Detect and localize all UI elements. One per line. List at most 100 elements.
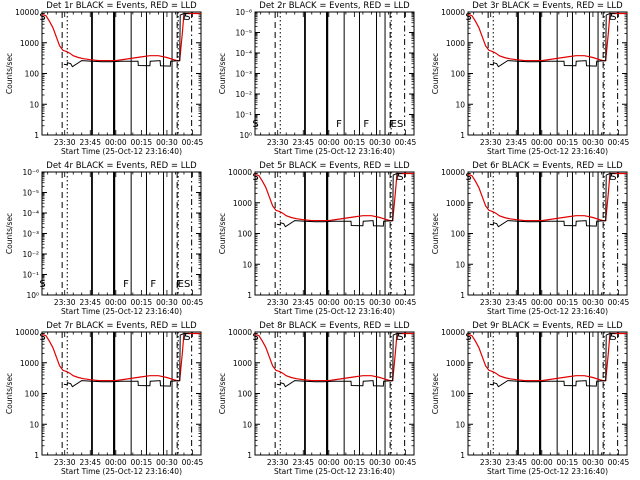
panel-title: Det 3r BLACK = Events, RED = LLD xyxy=(472,1,623,11)
x-tick-label: 00:45 xyxy=(395,458,417,467)
x-tick-label: 00:45 xyxy=(608,298,630,307)
y-tick-label: 10 xyxy=(455,420,465,429)
x-tick-label: 00:30 xyxy=(582,298,604,307)
x-tick-label: 00:00 xyxy=(531,458,553,467)
event-flag-label: S xyxy=(610,12,616,23)
x-axis-label: Start Time (25-Oct-12 23:16:40) xyxy=(274,147,395,156)
event-flag-label: F xyxy=(609,332,615,343)
y-tick-label: 100 xyxy=(451,70,466,79)
x-tick-label: 00:00 xyxy=(105,138,127,147)
x-tick-label: 00:00 xyxy=(531,138,553,147)
event-flag-label: S xyxy=(184,332,190,343)
detector-panel: Det 1r BLACK = Events, RED = LLD 1 10 100 10… xyxy=(5,1,204,156)
x-axis-label: Start Time (25-Oct-12 23:16:40) xyxy=(61,307,182,316)
x-tick-label: 00:15 xyxy=(557,458,579,467)
x-tick-label: 23:30 xyxy=(54,298,76,307)
event-flag-label: S xyxy=(252,119,258,130)
event-flag-label: S xyxy=(39,12,45,23)
event-flag-label: F xyxy=(183,332,189,343)
x-tick-label: 00:00 xyxy=(105,458,127,467)
events-series-line xyxy=(63,333,185,388)
x-tick-label: 00:15 xyxy=(557,138,579,147)
y-axis-label: Counts/sec xyxy=(5,53,14,94)
y-axis-label: Counts/sec xyxy=(218,53,227,94)
events-series-line xyxy=(489,13,611,68)
detector-panel: Det 9r BLACK = Events, RED = LLD 1 10 100 10… xyxy=(431,321,630,476)
y-tick-label: 10000 xyxy=(228,168,252,177)
lld-series-line xyxy=(254,172,414,222)
y-tick-label: 1000 xyxy=(233,359,252,368)
events-series-line xyxy=(489,333,611,388)
y-tick-label: 1 xyxy=(247,291,252,300)
x-tick-label: 23:30 xyxy=(480,298,502,307)
x-tick-label: 00:15 xyxy=(131,458,153,467)
x-tick-label: 23:30 xyxy=(54,138,76,147)
event-flag-label: S xyxy=(610,332,616,343)
lld-series-line xyxy=(467,172,627,222)
y-tick-label: 1 xyxy=(247,451,252,460)
x-tick-label: 00:45 xyxy=(182,458,204,467)
y-tick-label: 10⁻⁶ xyxy=(22,168,39,177)
events-series-line xyxy=(276,333,398,388)
panel-title: Det 7r BLACK = Events, RED = LLD xyxy=(46,321,197,331)
y-tick-label: 1000 xyxy=(20,39,39,48)
x-tick-label: 23:45 xyxy=(505,298,527,307)
lld-series-line xyxy=(41,332,201,382)
x-axis-label: Start Time (25-Oct-12 23:16:40) xyxy=(61,467,182,476)
y-tick-label: 10 xyxy=(29,420,39,429)
y-tick-label: 10⁻⁴ xyxy=(22,209,39,218)
event-flag-label: ES xyxy=(391,119,404,130)
x-tick-label: 23:30 xyxy=(480,458,502,467)
y-tick-label: 1000 xyxy=(446,39,465,48)
x-tick-label: 00:30 xyxy=(582,138,604,147)
panel-title: Det 9r BLACK = Events, RED = LLD xyxy=(472,321,623,331)
event-flag-label: F xyxy=(396,332,402,343)
detector-panel: Det 3r BLACK = Events, RED = LLD 1 10 100 10… xyxy=(431,1,630,156)
x-tick-label: 00:00 xyxy=(531,298,553,307)
x-tick-label: 23:45 xyxy=(292,138,314,147)
y-axis-label: Counts/sec xyxy=(5,213,14,254)
x-axis-label: Start Time (25-Oct-12 23:16:40) xyxy=(61,147,182,156)
x-tick-label: 23:30 xyxy=(267,138,289,147)
event-flag-label: F xyxy=(336,119,342,130)
event-flag-label: S xyxy=(465,12,471,23)
event-flag-label: F xyxy=(176,279,182,290)
x-tick-label: 00:45 xyxy=(608,138,630,147)
detector-panel: Det 4r BLACK = Events, RED = LLD 10⁰ 10⁻¹ 1… xyxy=(5,161,204,316)
x-tick-label: 00:15 xyxy=(344,298,366,307)
x-tick-label: 00:45 xyxy=(182,138,204,147)
x-tick-label: 00:00 xyxy=(318,458,340,467)
y-tick-label: 10000 xyxy=(441,168,465,177)
y-tick-label: 1 xyxy=(460,451,465,460)
x-tick-label: 00:30 xyxy=(156,458,178,467)
x-axis-label: Start Time (25-Oct-12 23:16:40) xyxy=(274,307,395,316)
x-tick-label: 23:45 xyxy=(79,298,101,307)
x-tick-label: 23:45 xyxy=(79,138,101,147)
event-flag-label: F xyxy=(123,279,129,290)
lld-series-line xyxy=(41,12,201,62)
x-tick-label: 23:30 xyxy=(267,458,289,467)
x-axis-label: Start Time (25-Oct-12 23:16:40) xyxy=(487,147,608,156)
x-tick-label: 00:30 xyxy=(582,458,604,467)
lld-series-line xyxy=(254,332,414,382)
detector-panel: Det 7r BLACK = Events, RED = LLD 1 10 100 10… xyxy=(5,321,204,476)
x-tick-label: 23:45 xyxy=(292,458,314,467)
event-flag-label: S xyxy=(397,332,403,343)
y-tick-label: 10000 xyxy=(228,328,252,337)
y-tick-label: 100 xyxy=(238,230,253,239)
y-tick-label: 1000 xyxy=(446,199,465,208)
event-flag-label: F xyxy=(396,172,402,183)
x-tick-label: 00:45 xyxy=(182,298,204,307)
y-tick-label: 10 xyxy=(242,420,252,429)
x-tick-label: 23:45 xyxy=(292,298,314,307)
y-tick-label: 10⁰ xyxy=(239,131,252,140)
y-tick-label: 10⁻³ xyxy=(22,230,39,239)
y-axis-label: Counts/sec xyxy=(218,213,227,254)
y-axis-label: Counts/sec xyxy=(431,213,440,254)
y-tick-label: 10 xyxy=(455,260,465,269)
y-tick-label: 100 xyxy=(238,390,253,399)
x-tick-label: 00:15 xyxy=(344,138,366,147)
lld-series-line xyxy=(467,332,627,382)
x-tick-label: 00:45 xyxy=(395,298,417,307)
event-flag-label: S xyxy=(465,332,471,343)
